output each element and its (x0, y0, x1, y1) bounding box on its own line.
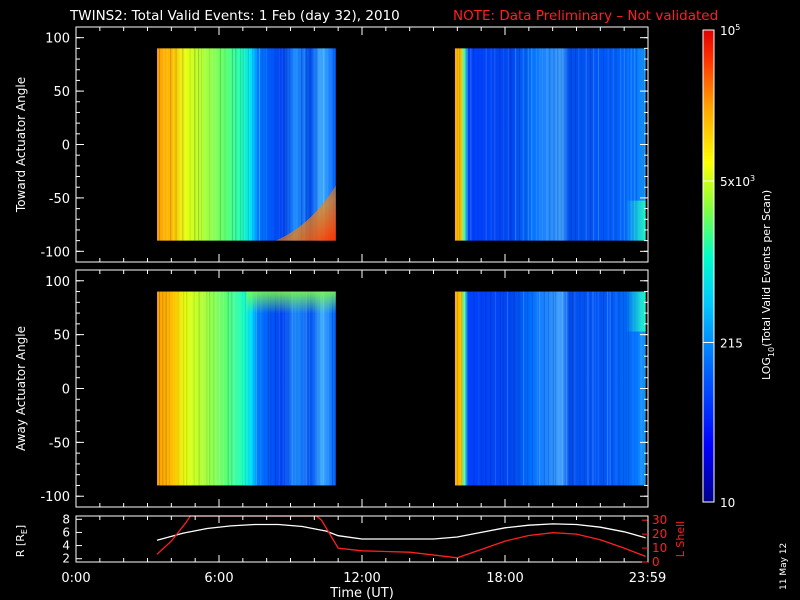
colorbar-tick-label: 215 (720, 336, 743, 350)
heatmap-streaks (159, 48, 335, 241)
y-tick-label: 50 (53, 329, 70, 344)
heatmap-segment-2 (454, 48, 646, 241)
y-tick-label: -50 (49, 436, 70, 451)
chart-title: TWINS2: Total Valid Events: 1 Feb (day 3… (69, 8, 400, 24)
high-count-region (275, 185, 336, 241)
x-tick-label: 18:00 (486, 571, 523, 586)
colorbar-tick-label: 105 (720, 23, 740, 38)
colorbar: 10 215 5x103 105 LOG10(Total Valid Events p… (702, 23, 776, 510)
x-tick-label: 23:59 (629, 571, 666, 586)
radius-series (156, 523, 646, 541)
x-tick-label: 6:00 (204, 571, 233, 586)
heatmap-segment-2 (454, 291, 646, 486)
heatmap-segment-1 (157, 48, 336, 241)
x-tick-label: 12:00 (343, 571, 380, 586)
y-tick-label: 0 (62, 383, 70, 398)
toward-angle-panel: 100 50 0 -50 -100 Toward Actuator Angle (14, 26, 649, 263)
colorbar-tick-label: 5x103 (720, 174, 755, 189)
colorbar-scale (702, 29, 715, 503)
y-tick-label: 100 (45, 275, 70, 290)
edge-region (625, 291, 646, 332)
y-tick-label: -50 (49, 192, 70, 207)
x-axis-label: Time (UT) (329, 586, 394, 600)
lshell-series (156, 515, 646, 559)
date-stamp: 11 May 12 (779, 543, 789, 590)
colorbar-label: LOG10(Total Valid Events per Scan) (760, 190, 776, 380)
y-tick-label: -100 (40, 490, 70, 505)
data-note: NOTE: Data Preliminary – Not validated (453, 8, 718, 24)
y-axis-label: Toward Actuator Angle (14, 77, 28, 213)
high-count-band (246, 291, 336, 314)
y-tick-label: 6 (62, 525, 70, 539)
y-tick-label: 50 (53, 85, 70, 100)
y2-axis-label: L Shell (674, 521, 687, 557)
x-tick-label: 0:00 (61, 571, 90, 586)
y-tick-label: 100 (45, 32, 70, 47)
edge-region (625, 200, 646, 241)
y2-tick-label: 10 (652, 541, 667, 555)
y-tick-label: -100 (40, 245, 70, 260)
y-tick-label: 2 (62, 552, 70, 566)
away-angle-panel: 100 50 0 -50 -100 Away Actuator Angle (14, 269, 649, 508)
y-tick-label: 8 (62, 512, 70, 526)
y-axis-label: Away Actuator Angle (14, 326, 28, 451)
heatmap-streaks (456, 291, 645, 486)
y-axis-label: R [RE] (14, 525, 29, 557)
heatmap-segment-1 (157, 291, 336, 486)
y2-tick-label: 20 (652, 527, 667, 541)
colorbar-tick-label: 10 (720, 496, 735, 510)
y-tick-label: 0 (62, 139, 70, 154)
y2-tick-label: 30 (652, 513, 667, 527)
y2-tick-label: 0 (652, 555, 660, 569)
heatmap-streaks (159, 291, 333, 486)
y-tick-label: 4 (62, 539, 70, 553)
